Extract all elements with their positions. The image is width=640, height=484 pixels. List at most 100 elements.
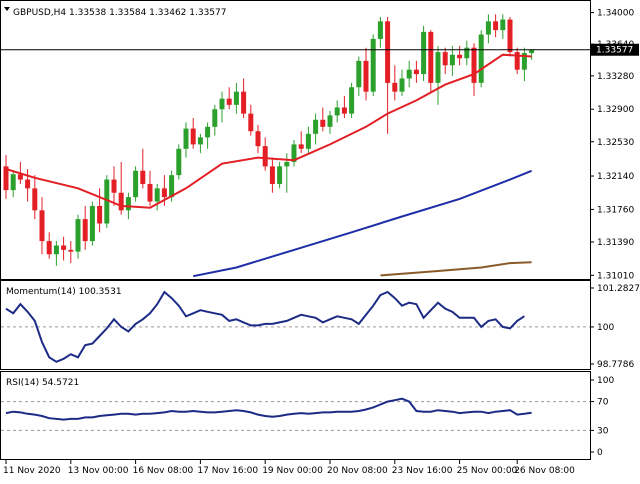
price-axis-tick-label: 1.32530 <box>597 138 634 148</box>
momentum-axis-tick-label: 98.7786 <box>597 360 634 370</box>
candle <box>154 183 160 211</box>
candle <box>457 45 463 66</box>
candle <box>385 16 391 134</box>
candle <box>471 43 477 97</box>
candle <box>449 45 455 76</box>
current-price-text: 1.33577 <box>596 46 633 56</box>
candle-body <box>493 21 499 31</box>
candle <box>406 60 412 88</box>
price-axis-tick-label: 1.31010 <box>597 271 634 281</box>
candle <box>25 169 31 202</box>
candle-body <box>485 21 491 35</box>
price-panel[interactable] <box>3 14 535 278</box>
candle-body <box>377 21 383 39</box>
candle-body <box>133 170 139 198</box>
candle <box>89 201 95 246</box>
candle <box>392 65 398 101</box>
candle-body <box>3 166 9 191</box>
time-axis-tick-label: 16 Nov 08:00 <box>133 466 194 476</box>
momentum-label: Momentum(14) 100.3531 <box>6 287 122 297</box>
momentum-panel[interactable] <box>1 290 590 363</box>
candle <box>68 241 74 264</box>
candle <box>349 82 355 119</box>
candle <box>183 122 189 158</box>
candle <box>485 14 491 44</box>
candle <box>262 137 268 171</box>
candle-body <box>507 19 513 53</box>
candle <box>147 170 153 206</box>
candle <box>97 188 103 233</box>
candle-body <box>32 188 38 211</box>
candle-body <box>413 69 419 75</box>
candle-body <box>291 144 297 162</box>
candle-body <box>298 144 304 149</box>
candle <box>334 100 340 123</box>
candle <box>190 118 196 149</box>
price-axis-tick-label: 1.31760 <box>597 205 634 215</box>
price-axis-tick-label: 1.34000 <box>597 9 634 19</box>
candle <box>82 205 88 250</box>
rsi-line <box>5 397 532 421</box>
candle <box>32 175 38 220</box>
candle <box>269 157 275 193</box>
price-axis: 1.340001.336401.332801.329001.325301.321… <box>590 9 640 458</box>
candle-body <box>305 133 311 149</box>
moving-average-slow-line <box>380 261 532 277</box>
candle-body <box>313 119 319 134</box>
candle-body <box>385 21 391 83</box>
candle-body <box>277 166 283 184</box>
candle-body <box>104 179 110 224</box>
candle-body <box>125 197 131 211</box>
candle <box>10 170 16 198</box>
rsi-axis-tick-label: 70 <box>597 398 609 408</box>
candle-body <box>284 161 290 167</box>
candle <box>500 14 506 39</box>
candle-body <box>17 174 23 180</box>
candle-body <box>514 52 520 70</box>
candle-body <box>370 38 376 92</box>
candle <box>320 107 326 132</box>
candle-body <box>363 60 369 92</box>
price-axis-tick-label: 1.33280 <box>597 72 634 82</box>
candle-body <box>341 107 347 114</box>
candle-body <box>399 78 405 92</box>
candle <box>46 232 52 259</box>
price-axis-tick-label: 1.32140 <box>597 172 634 182</box>
candle-body <box>111 179 117 193</box>
time-axis-tick-label: 17 Nov 16:00 <box>197 466 258 476</box>
rsi-panel[interactable] <box>1 397 590 431</box>
candle-body <box>226 98 232 105</box>
candle-body <box>435 52 441 83</box>
candle <box>197 133 203 154</box>
candle-body <box>68 249 74 252</box>
candle <box>255 125 261 154</box>
candle <box>75 214 81 259</box>
candle-body <box>262 146 268 167</box>
time-axis-tick-label: 11 Nov 2020 <box>3 466 61 476</box>
time-axis-tick-label: 26 Nov 08:00 <box>514 466 575 476</box>
candle <box>111 166 117 206</box>
candle-body <box>406 69 412 79</box>
rsi-panel-frame <box>0 371 591 460</box>
collapse-triangle-icon[interactable] <box>4 7 10 11</box>
price-panel-frame <box>0 0 591 280</box>
candle-body <box>500 19 506 31</box>
candle <box>341 96 347 119</box>
candle-body <box>169 175 175 198</box>
candle <box>521 47 527 82</box>
candle-body <box>529 49 535 54</box>
candle-body <box>392 82 398 92</box>
candle <box>61 236 67 261</box>
rsi-label: RSI(14) 54.5721 <box>6 378 79 388</box>
candle-body <box>10 174 16 191</box>
candle <box>241 78 247 119</box>
candle <box>305 126 311 155</box>
candle-body <box>205 126 211 138</box>
candle-body <box>255 131 261 147</box>
candle-body <box>140 170 146 184</box>
candle-body <box>53 245 59 255</box>
candle <box>507 16 513 57</box>
candle-body <box>464 47 470 59</box>
